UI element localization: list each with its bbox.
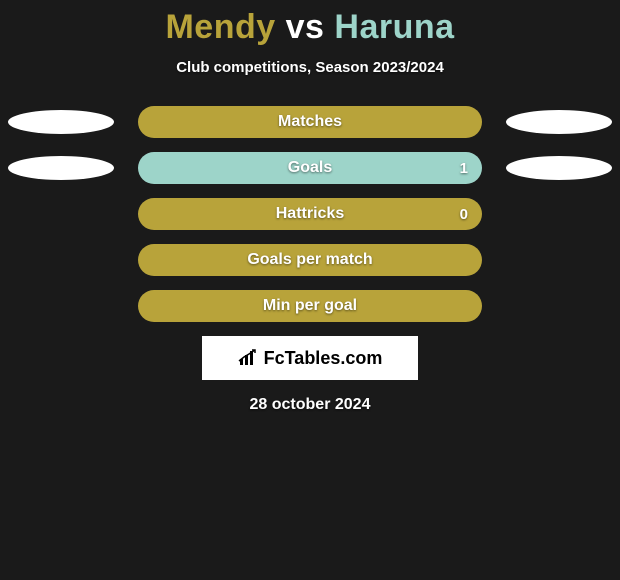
stat-bar: Hattricks 0	[138, 198, 482, 230]
date: 28 october 2024	[0, 396, 620, 414]
stat-row: Hattricks 0	[0, 198, 620, 230]
player2-name: Haruna	[334, 8, 454, 46]
player2-oval	[506, 110, 612, 134]
bar-chart-icon	[238, 349, 260, 367]
logo-box: FcTables.com	[202, 336, 418, 380]
player1-name: Mendy	[165, 8, 275, 46]
stat-label: Min per goal	[263, 297, 357, 315]
stat-bar: Matches	[138, 106, 482, 138]
player1-oval	[8, 110, 114, 134]
stat-label: Goals per match	[247, 251, 372, 269]
logo-text: FcTables.com	[264, 348, 383, 369]
stat-bar: Goals 1	[138, 152, 482, 184]
stat-bar: Goals per match	[138, 244, 482, 276]
stat-row: Matches	[0, 106, 620, 138]
stat-row: Goals per match	[0, 244, 620, 276]
stat-row: Min per goal	[0, 290, 620, 322]
stat-row: Goals 1	[0, 152, 620, 184]
vs-label: vs	[286, 8, 325, 46]
player2-oval	[506, 156, 612, 180]
stat-value: 0	[460, 206, 468, 223]
logo: FcTables.com	[238, 348, 383, 369]
stat-label: Hattricks	[276, 205, 344, 223]
stat-label: Matches	[278, 113, 342, 131]
subtitle: Club competitions, Season 2023/2024	[0, 59, 620, 76]
stat-value: 1	[460, 160, 468, 177]
player1-oval	[8, 156, 114, 180]
stat-rows: Matches Goals 1 Hattricks 0 Goals per match Mi…	[0, 106, 620, 322]
comparison-title: Mendy vs Haruna	[0, 0, 620, 47]
stat-label: Goals	[288, 159, 332, 177]
stat-bar: Min per goal	[138, 290, 482, 322]
